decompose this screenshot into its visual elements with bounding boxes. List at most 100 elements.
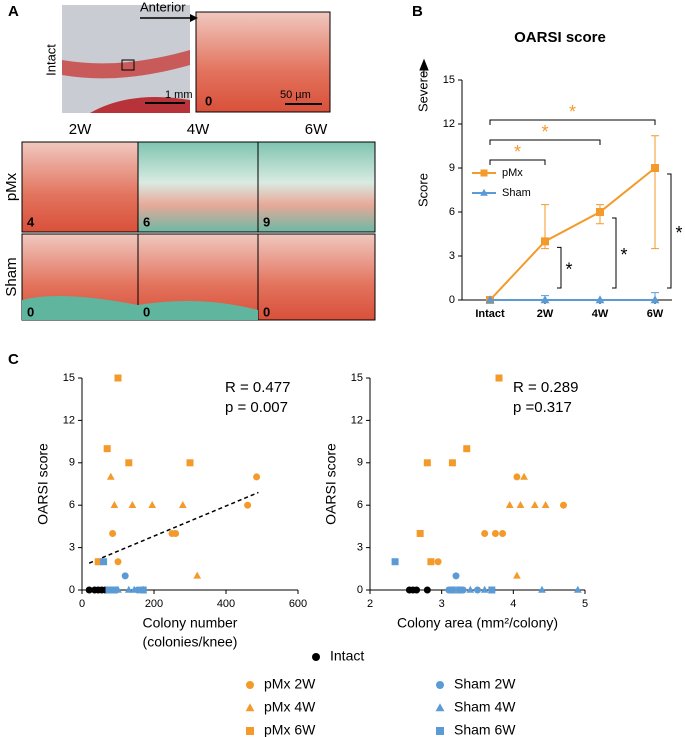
score-label: 4	[27, 214, 35, 229]
y-axis-label: Score	[415, 173, 430, 207]
marker	[109, 529, 117, 537]
annotation: p = 0.007	[225, 399, 288, 416]
column-label: 6W	[305, 121, 328, 138]
bracket	[557, 246, 562, 289]
marker	[434, 558, 442, 566]
score-label: 6	[143, 214, 150, 229]
marker	[427, 558, 435, 566]
y-tick-label: 15	[63, 372, 75, 384]
marker	[452, 572, 460, 580]
legend-label: Sham	[502, 187, 531, 199]
marker	[193, 571, 202, 579]
legend-label: Sham 2W	[454, 676, 516, 692]
score-label: 0	[263, 304, 270, 319]
chart-title: OARSI score	[514, 29, 606, 46]
marker	[186, 459, 194, 467]
marker	[474, 586, 481, 594]
marker	[650, 295, 660, 304]
x-tick-label: 2W	[537, 308, 554, 320]
y-tick-label: 3	[449, 250, 455, 262]
significance: *	[620, 245, 627, 265]
significance: *	[565, 259, 572, 279]
y-tick-label: 9	[357, 457, 363, 469]
marker	[103, 445, 111, 453]
legend-label: pMx	[502, 167, 523, 179]
column-label: 4W	[187, 121, 210, 138]
x-tick-label: Intact	[475, 308, 505, 320]
x-axis-label: Colony area (mm²/colony)	[397, 615, 558, 631]
marker	[106, 472, 115, 480]
marker	[148, 501, 157, 508]
marker	[436, 727, 444, 735]
y-tick-label: 15	[443, 74, 455, 86]
panel-label: A	[8, 3, 19, 20]
score-label: 0	[27, 304, 34, 319]
marker	[312, 653, 320, 661]
marker	[480, 188, 488, 196]
trend-line	[88, 491, 259, 564]
marker	[178, 501, 187, 508]
x-tick-label: 3	[439, 598, 445, 610]
marker	[488, 586, 496, 594]
marker	[172, 529, 180, 537]
row-label: pMx	[3, 172, 20, 201]
marker	[94, 558, 102, 566]
marker	[560, 501, 567, 509]
annotation: p =0.317	[513, 399, 572, 416]
marker	[253, 473, 261, 481]
marker	[128, 501, 137, 508]
x-tick-label: 4W	[592, 308, 609, 320]
marker	[391, 558, 399, 566]
bracket	[667, 173, 672, 289]
marker	[448, 586, 456, 594]
y-tick-label: 0	[69, 584, 75, 596]
annotation: R = 0.477	[225, 379, 290, 396]
x-tick-label: 6W	[647, 308, 664, 320]
marker	[100, 558, 108, 566]
significance: *	[514, 142, 521, 162]
marker	[423, 459, 431, 467]
series-line	[489, 167, 656, 301]
marker	[481, 529, 489, 537]
marker	[505, 501, 514, 508]
marker	[480, 585, 489, 593]
marker	[596, 208, 604, 216]
marker	[416, 529, 424, 537]
marker	[246, 727, 254, 735]
error-bar	[651, 135, 659, 168]
x-tick-label: 2	[367, 598, 373, 610]
scale-label: 50 µm	[280, 89, 311, 101]
marker	[513, 473, 521, 481]
x-axis-label: (colonies/knee)	[143, 634, 238, 650]
score-label: 9	[263, 214, 270, 229]
y-tick-label: 3	[69, 542, 75, 554]
y-tick-label: 6	[357, 499, 363, 511]
error-bar	[541, 204, 549, 242]
y-tick-label: 0	[449, 294, 455, 306]
marker	[538, 585, 546, 593]
y-tick-label: 9	[449, 162, 455, 174]
error-bar	[651, 168, 659, 250]
marker	[448, 459, 456, 467]
marker	[125, 459, 133, 467]
marker	[130, 585, 139, 593]
marker	[105, 586, 113, 594]
marker	[541, 237, 549, 246]
y-tick-label: 3	[357, 542, 363, 554]
bracket	[489, 119, 656, 125]
score-label: 0	[205, 93, 212, 108]
annotation: Severe	[415, 71, 430, 112]
marker	[530, 501, 539, 508]
scale-label: 1 mm	[165, 89, 193, 101]
x-axis-label: Colony number	[143, 615, 238, 631]
marker	[651, 164, 659, 172]
marker	[456, 586, 464, 594]
marker	[121, 572, 129, 580]
marker	[499, 529, 507, 537]
column-label: 2W	[69, 121, 92, 138]
x-tick-label: 400	[217, 598, 235, 610]
marker	[124, 585, 133, 593]
marker	[114, 558, 122, 566]
anterior-label: Anterior	[140, 0, 186, 14]
